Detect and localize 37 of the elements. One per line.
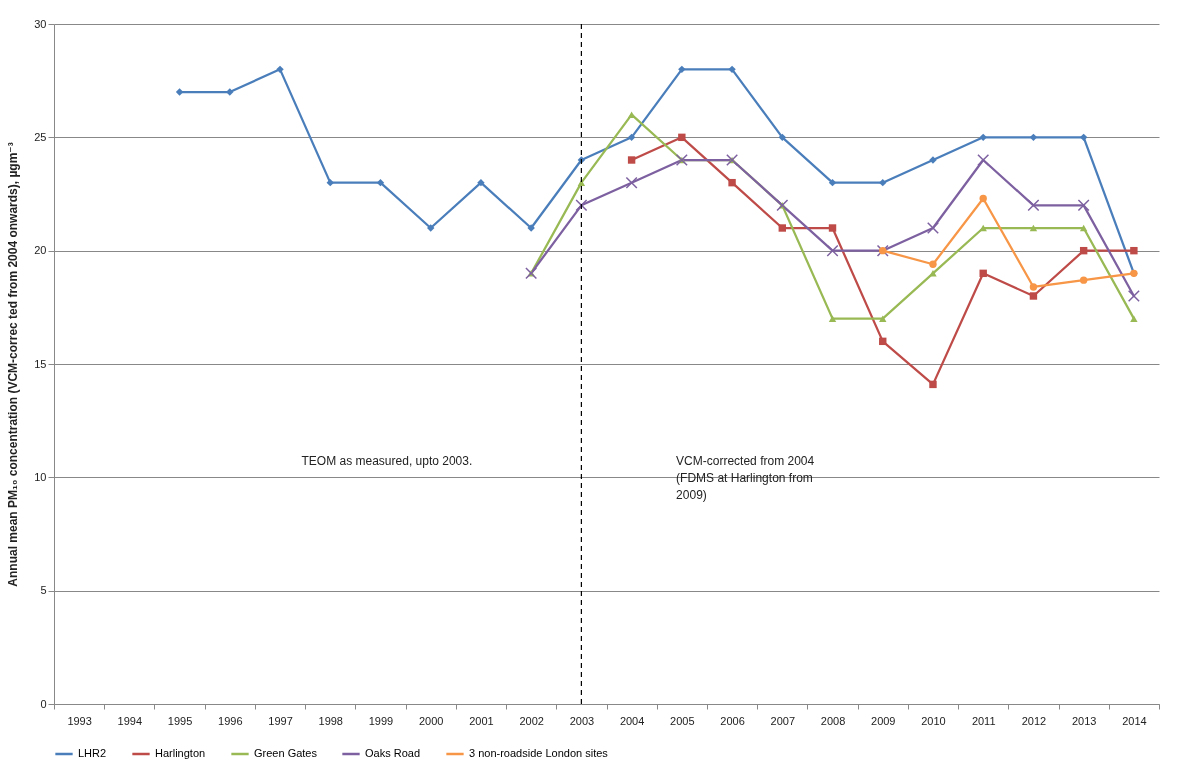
- y-tick-label: 10: [34, 470, 47, 483]
- legend-label: Oaks Road: [365, 747, 421, 759]
- y-axis-title: Annual mean PM₁₀ concentration (VCM-correc ted from 2004 onwards), µgm⁻³: [6, 142, 21, 587]
- y-tick-label: 25: [34, 130, 47, 143]
- legend-label: LHR2: [78, 747, 107, 759]
- x-tick-label: 2011: [971, 714, 996, 727]
- legend-label: Harlington: [155, 747, 206, 759]
- x-tick-label: 2007: [770, 714, 796, 727]
- x-tick-label: 1994: [117, 714, 143, 727]
- x-tick-label: 2000: [418, 714, 444, 727]
- annotation: TEOM as measured, upto 2003.: [301, 453, 473, 468]
- x-tick-label: 1997: [268, 714, 293, 727]
- x-tick-label: 2002: [519, 714, 544, 727]
- y-tick-label: 30: [34, 17, 47, 30]
- x-tick-label: 2001: [469, 714, 494, 727]
- x-tick-label: 2009: [871, 714, 896, 727]
- legend-label: Green Gates: [254, 747, 318, 759]
- x-tick-label: 2004: [619, 714, 645, 727]
- x-tick-label: 2003: [569, 714, 595, 727]
- x-tick-label: 1998: [318, 714, 343, 727]
- y-tick-label: 0: [40, 697, 47, 710]
- x-tick-label: 2006: [720, 714, 745, 727]
- x-tick-label: 2010: [921, 714, 946, 727]
- y-tick-label: 15: [34, 357, 47, 370]
- x-tick-label: 2012: [1021, 714, 1047, 727]
- y-tick-label: 20: [34, 244, 47, 257]
- y-tick-label: 5: [40, 584, 47, 597]
- x-tick-label: 1996: [218, 714, 243, 727]
- x-tick-label: 1995: [167, 714, 193, 727]
- x-tick-label: 2008: [820, 714, 846, 727]
- x-tick-label: 2013: [1071, 714, 1097, 727]
- x-tick-label: 2005: [670, 714, 695, 727]
- annotation: VCM-corrected from 2004 (FDMS at Harlington from 2009): [676, 453, 815, 502]
- x-tick-label: 1993: [67, 714, 92, 727]
- legend-label: 3 non-roadside London sites: [469, 747, 609, 759]
- x-tick-label: 1999: [368, 714, 394, 727]
- x-tick-label: 2014: [1122, 714, 1147, 727]
